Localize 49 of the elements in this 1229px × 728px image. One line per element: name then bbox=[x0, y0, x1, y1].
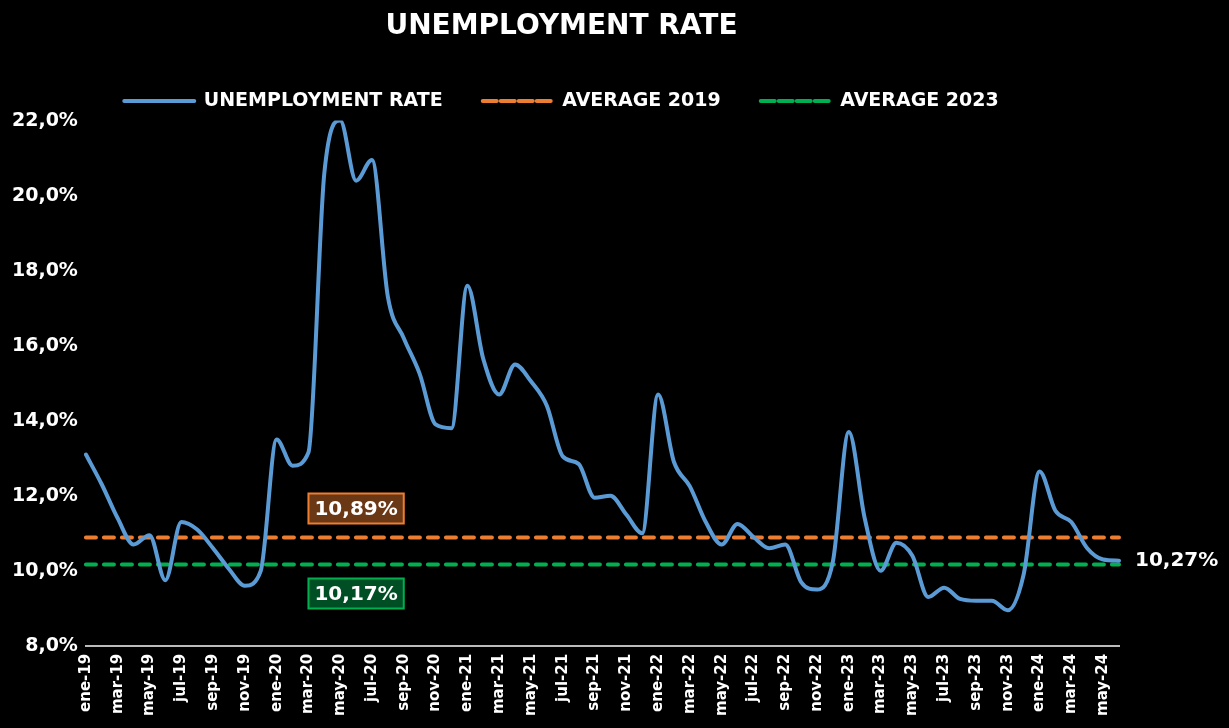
x-tick-label: mar-22 bbox=[679, 653, 698, 715]
x-tick-label: sep-20 bbox=[393, 653, 412, 711]
x-tick-label: nov-19 bbox=[234, 653, 253, 712]
y-tick-label: 18,0% bbox=[11, 257, 78, 280]
y-tick-label: 12,0% bbox=[11, 482, 78, 505]
x-tick-label: ene-22 bbox=[647, 653, 666, 712]
y-tick-label: 10,0% bbox=[11, 557, 78, 580]
x-tick-label: jul-21 bbox=[552, 653, 571, 703]
y-tick-label: 16,0% bbox=[11, 332, 78, 355]
data-label: 10,27% bbox=[1135, 546, 1219, 571]
x-tick-label: jul-19 bbox=[171, 653, 190, 703]
x-tick-label: mar-21 bbox=[489, 653, 508, 715]
line-series bbox=[83, 120, 1121, 613]
x-tick-label: sep-22 bbox=[775, 653, 794, 711]
x-tick-label: mar-23 bbox=[870, 653, 889, 715]
x-tick-label: ene-24 bbox=[1029, 653, 1048, 712]
x-tick-label: jul-23 bbox=[934, 653, 953, 703]
x-tick-label: may-20 bbox=[330, 653, 349, 716]
y-tick-label: 8,0% bbox=[25, 632, 78, 655]
x-tick-label: mar-24 bbox=[1061, 653, 1080, 715]
x-tick-label: may-22 bbox=[711, 653, 730, 716]
x-tick-label: may-24 bbox=[1093, 653, 1111, 716]
x-tick-label: sep-19 bbox=[202, 653, 221, 711]
legend-label: AVERAGE 2019 bbox=[562, 88, 721, 111]
x-tick-label: mar-19 bbox=[107, 653, 126, 715]
x-tick-label: jul-22 bbox=[743, 653, 762, 703]
x-tick-label: sep-23 bbox=[965, 653, 984, 711]
x-tick-label: sep-21 bbox=[584, 653, 603, 711]
y-tick-label: 20,0% bbox=[11, 182, 78, 205]
data-label: 10,17% bbox=[314, 580, 398, 605]
x-tick-label: jul-20 bbox=[361, 653, 380, 703]
x-tick-label: nov-20 bbox=[425, 653, 444, 712]
x-tick-label: ene-19 bbox=[75, 653, 94, 712]
chart-title: UNEMPLOYMENT RATE bbox=[385, 8, 738, 42]
x-tick-label: ene-23 bbox=[838, 653, 857, 712]
legend-label: UNEMPLOYMENT RATE bbox=[203, 88, 443, 111]
x-tick-label: nov-22 bbox=[806, 653, 825, 712]
x-tick-label: mar-20 bbox=[298, 653, 317, 715]
data-label: 10,89% bbox=[314, 495, 398, 520]
y-tick-label: 14,0% bbox=[11, 407, 78, 430]
x-tick-label: nov-21 bbox=[616, 653, 635, 712]
y-tick-label: 22,0% bbox=[11, 107, 78, 130]
legend-label: AVERAGE 2023 bbox=[840, 88, 999, 111]
x-tick-label: may-21 bbox=[520, 653, 539, 716]
x-tick-label: nov-23 bbox=[997, 653, 1016, 712]
x-tick-label: ene-21 bbox=[457, 653, 476, 712]
x-tick-label: may-19 bbox=[139, 653, 158, 716]
x-tick-label: ene-20 bbox=[266, 653, 285, 712]
x-tick-label: may-23 bbox=[902, 653, 921, 716]
